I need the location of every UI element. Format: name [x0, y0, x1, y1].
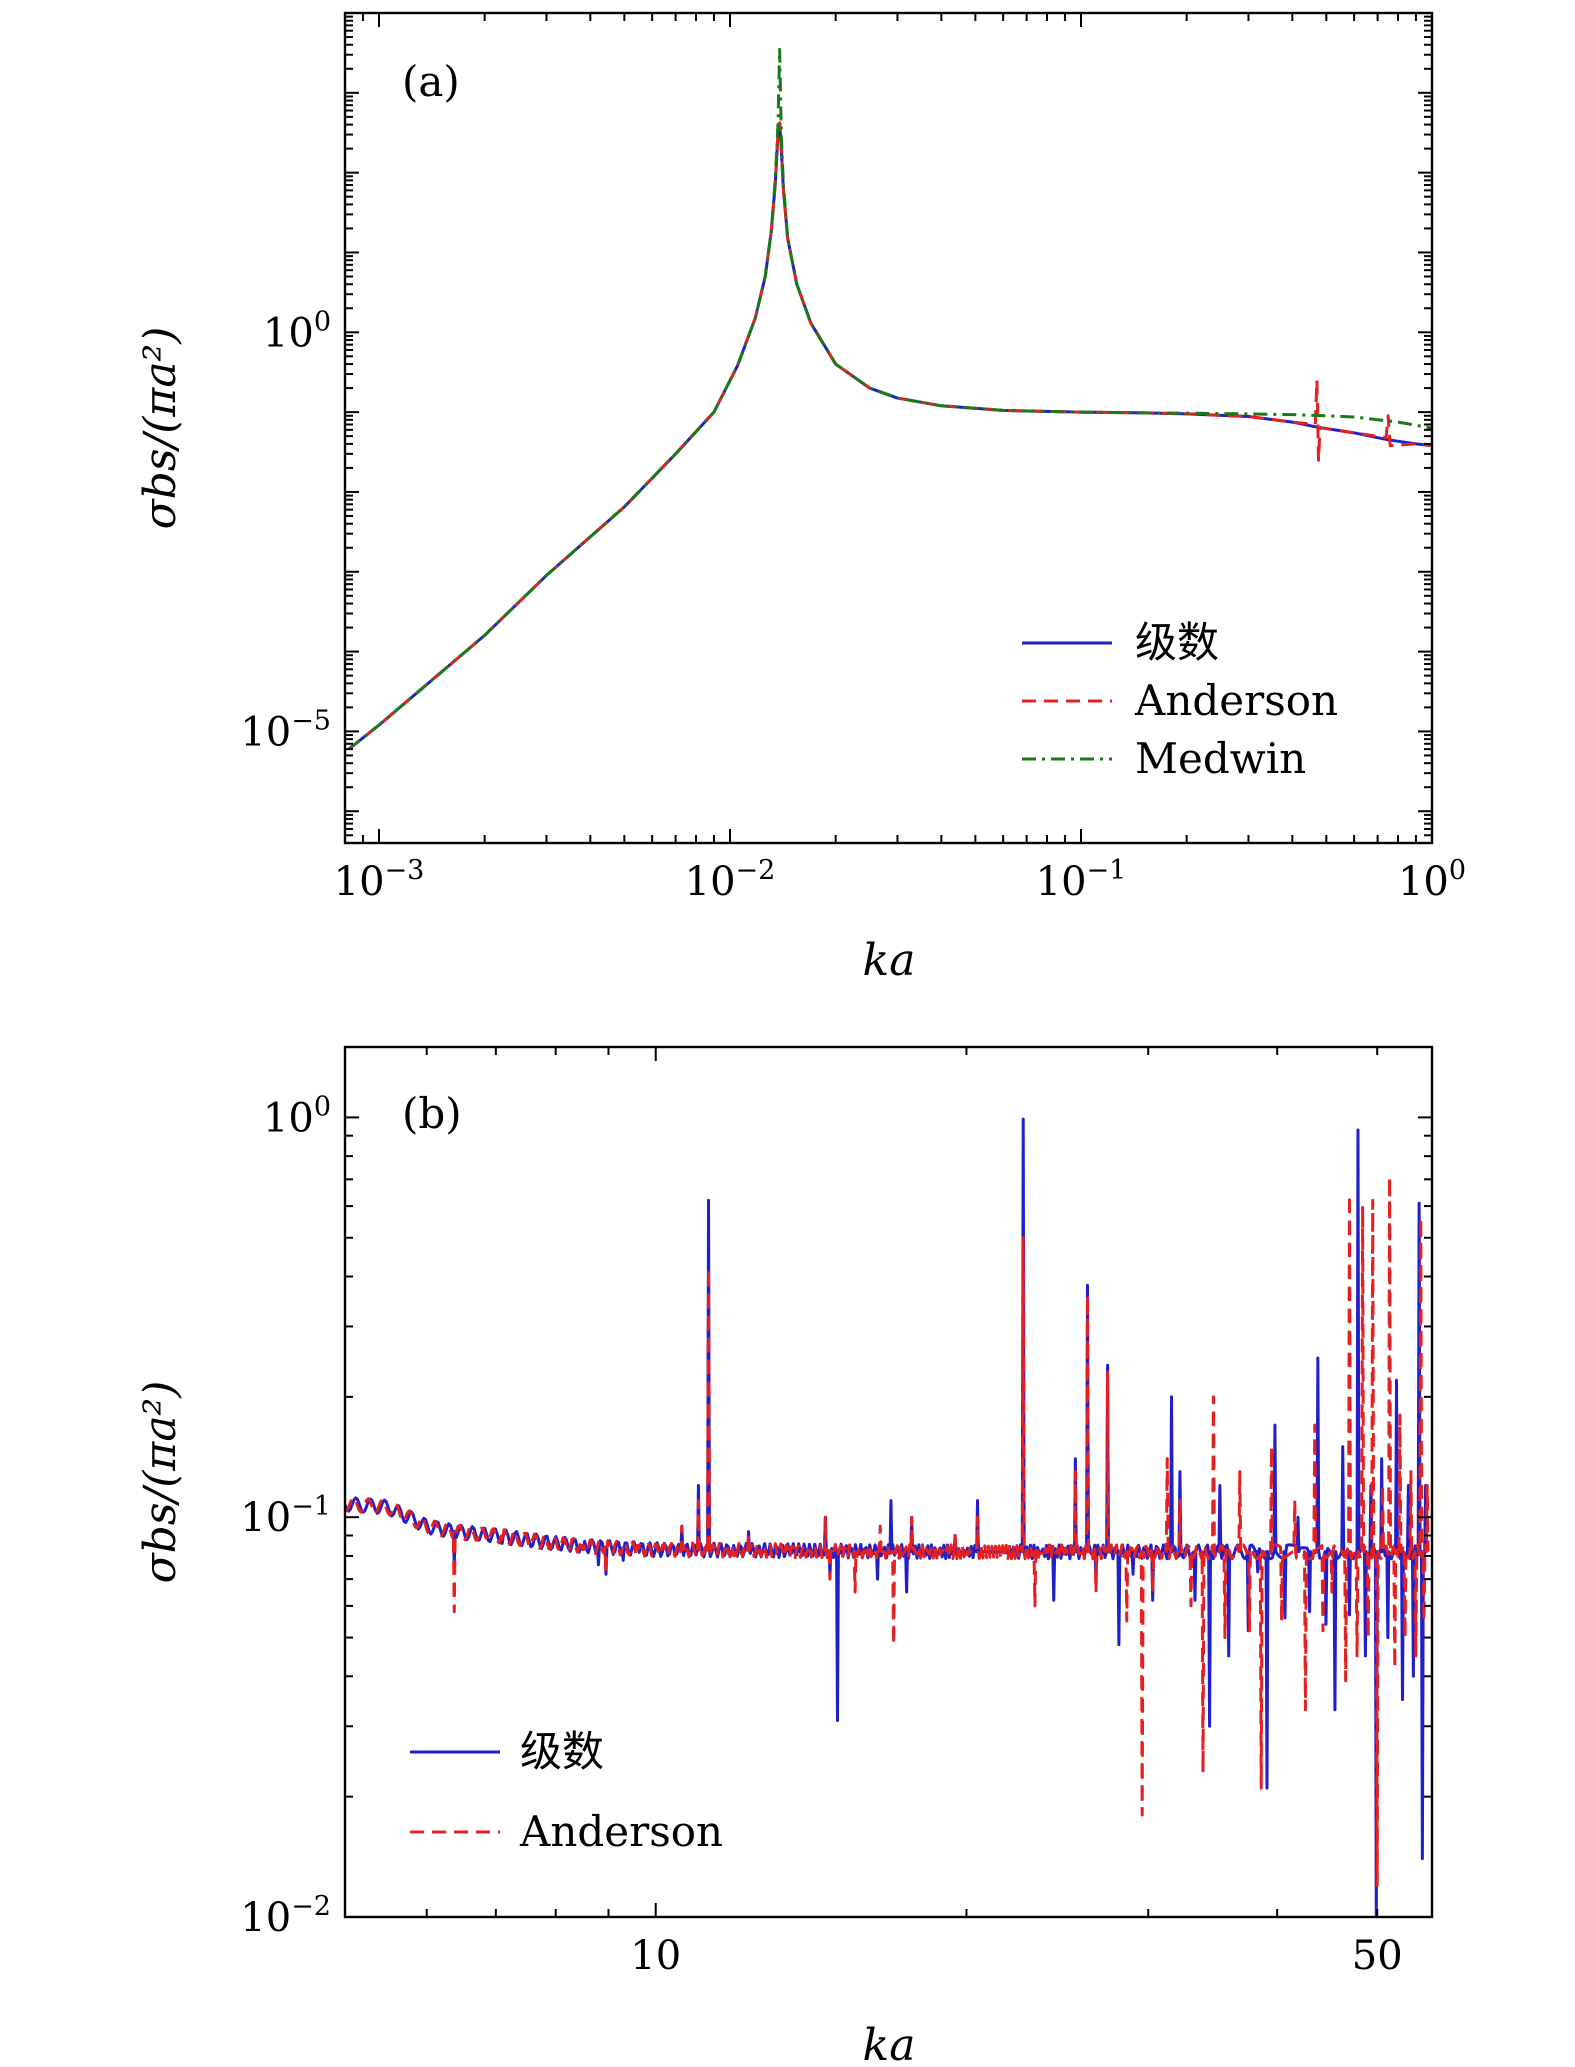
y-tick-label: 10−5: [240, 705, 331, 755]
panel-b-frame: [343, 1045, 1434, 1919]
panel-a-series: [347, 47, 1432, 751]
series-line-Anderson: [345, 1175, 1430, 1887]
x-tick-label: 50: [1352, 1933, 1403, 1979]
panel-a-xlabel: ka: [863, 935, 916, 986]
series-line-Medwin: [347, 47, 1432, 751]
panel-b: 10 50 10−2 10−1 100 (b) ka σbs/(πa²) 级数 Ander…: [135, 1045, 1434, 2067]
x-tick-label: 100: [1398, 855, 1466, 905]
y-tick-label: 100: [263, 306, 331, 356]
panel-a-label: (a): [402, 57, 460, 106]
legend-label: Anderson: [519, 1807, 723, 1856]
x-tick-label: 10: [630, 1933, 681, 1979]
y-tick-label: 10−1: [240, 1491, 331, 1541]
panel-b-legend: 级数 Anderson: [410, 1727, 723, 1856]
x-tick-label: 10−1: [1036, 855, 1127, 905]
panel-b-ticks: 10 50 10−2 10−1 100: [240, 1047, 1432, 1979]
legend-label: 级数: [1135, 618, 1219, 667]
panel-b-label: (b): [402, 1089, 462, 1138]
panel-a-frame: [343, 11, 1434, 845]
panel-a-ylabel: σbs/(πa²): [135, 327, 186, 530]
y-tick-label: 100: [263, 1091, 331, 1141]
x-tick-label: 10−2: [685, 855, 776, 905]
panel-a-legend: 级数 Anderson Medwin: [1022, 618, 1338, 783]
x-tick-label: 10−3: [334, 855, 425, 905]
legend-label: Anderson: [1134, 676, 1338, 725]
legend-label: Medwin: [1135, 734, 1306, 783]
legend-label: 级数: [520, 1727, 604, 1776]
panel-a-ticks: 10−3 10−2 10−1 100 10−5 100: [240, 12, 1466, 905]
panel-b-xlabel: ka: [863, 2020, 916, 2067]
panel-b-series: [345, 1117, 1430, 1917]
panel-b-ylabel: σbs/(πa²): [135, 1381, 186, 1584]
y-tick-label: 10−2: [240, 1891, 331, 1941]
